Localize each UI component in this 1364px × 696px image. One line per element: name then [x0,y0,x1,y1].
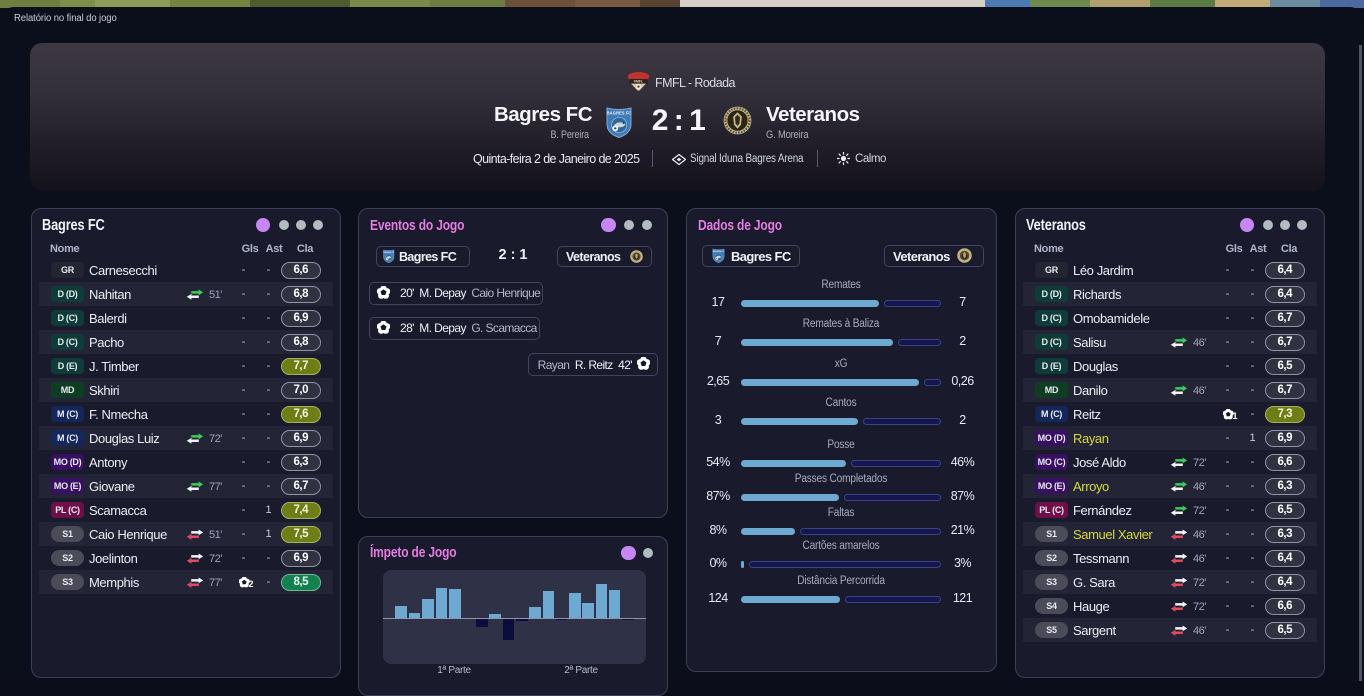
svg-text:BAGRES FC: BAGRES FC [607,111,632,116]
svg-text:FMFL: FMFL [634,80,643,84]
svg-text:BAGRES FC: BAGRES FC [383,251,394,254]
svg-text:BAGRES FC: BAGRES FC [713,250,725,253]
